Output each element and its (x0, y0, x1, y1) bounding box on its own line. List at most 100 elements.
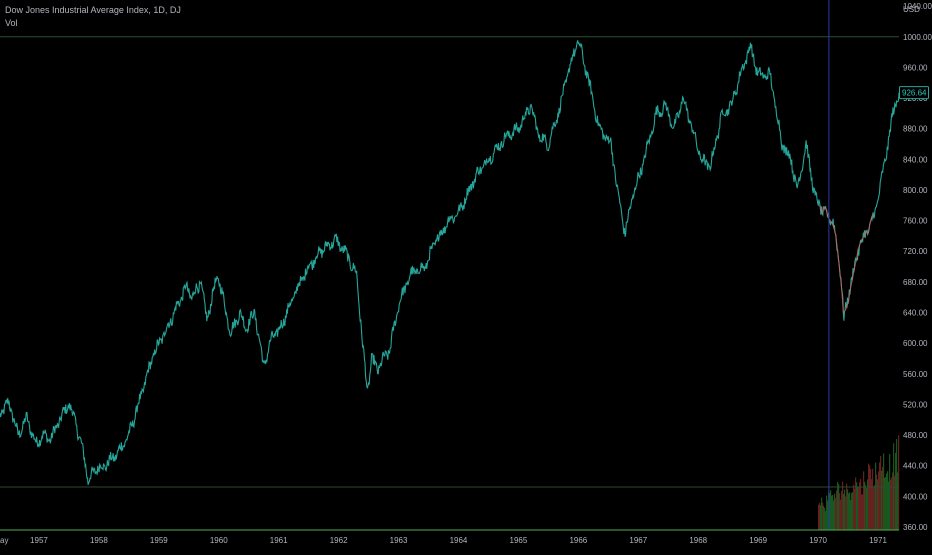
volume-bar (844, 489, 846, 530)
volume-bar (874, 485, 876, 530)
volume-bar (869, 465, 871, 530)
volume-bar (834, 493, 836, 530)
volume-bar (845, 496, 847, 530)
volume-bar (898, 435, 900, 530)
chart-legend: Dow Jones Industrial Average Index, 1D, … (5, 4, 181, 30)
volume-bar (868, 463, 870, 530)
volume-bar (851, 492, 853, 530)
volume-bar (825, 511, 827, 530)
last-price-marker: 926.64 (899, 86, 929, 100)
volume-bar (846, 483, 848, 530)
volume-bar (866, 487, 868, 530)
volume-bar (822, 502, 824, 530)
volume-bar (823, 505, 825, 530)
volume-bar (847, 489, 849, 530)
volume-bar (843, 494, 845, 530)
volume-bar (838, 484, 840, 530)
volume-bar (859, 482, 861, 530)
volume-bar (839, 493, 841, 530)
x-tick-label: ay (0, 536, 8, 545)
volume-indicator-label[interactable]: Vol (5, 18, 18, 28)
volume-bar (879, 462, 881, 530)
volume-bar (871, 479, 873, 530)
volume-bar (865, 484, 867, 530)
volume-bar (883, 453, 885, 530)
volume-bar (890, 479, 892, 530)
volume-bar (862, 494, 864, 530)
volume-bar (897, 472, 899, 530)
x-tick-label: 1971 (869, 536, 887, 545)
x-tick-label: 1970 (809, 536, 827, 545)
volume-bar (854, 488, 856, 530)
volume-bar (849, 492, 851, 530)
y-axis[interactable]: 1040.001000.00960.00920.00880.00840.0080… (903, 2, 932, 532)
x-axis[interactable]: ay 1957 1958 1959 1960 1961 1962 1963 1964 1965 19… (0, 536, 887, 545)
volume-bar (837, 482, 839, 530)
x-tick-label: 1961 (270, 536, 288, 545)
x-tick-label: 1958 (90, 536, 108, 545)
last-price-label: 926.64 (902, 89, 927, 98)
y-tick-label: 800.00 (903, 186, 928, 195)
volume-bar (870, 469, 872, 530)
x-tick-label: 1959 (150, 536, 168, 545)
volume-bar (886, 473, 888, 530)
volume-bar (832, 495, 834, 530)
volume-bar (860, 479, 862, 530)
volume-bar (896, 439, 898, 530)
volume-bar (850, 499, 852, 530)
volume-bar (895, 452, 897, 530)
volume-bar (875, 462, 877, 530)
volume-bar (819, 502, 821, 530)
volume-bar (878, 471, 880, 530)
y-tick-label: 880.00 (903, 125, 928, 134)
y-tick-label: 440.00 (903, 462, 928, 471)
y-tick-label: 760.00 (903, 217, 928, 226)
y-tick-label: 720.00 (903, 247, 928, 256)
volume-bar (826, 495, 828, 530)
volume-bar (836, 490, 838, 530)
volume-bar (887, 471, 889, 530)
volume-bar (889, 454, 891, 530)
symbol-title[interactable]: Dow Jones Industrial Average Index, 1D, … (5, 5, 181, 15)
x-tick-label: 1968 (689, 536, 707, 545)
x-tick-label: 1963 (390, 536, 408, 545)
y-tick-label: 600.00 (903, 339, 928, 348)
volume-bar (831, 495, 833, 530)
y-tick-label: 640.00 (903, 308, 928, 317)
currency-label: USD (903, 5, 920, 14)
x-tick-label: 1964 (450, 536, 468, 545)
price-series-down-segment (818, 205, 874, 314)
volume-bar (821, 497, 823, 530)
volume-bar (891, 477, 893, 530)
y-tick-label: 960.00 (903, 63, 928, 72)
x-tick-label: 1965 (510, 536, 528, 545)
x-tick-label: 1967 (629, 536, 647, 545)
volume-bar (864, 481, 866, 530)
volume-bar (894, 475, 896, 530)
x-tick-label: 1960 (210, 536, 228, 545)
volume-bar (857, 487, 859, 530)
volume-bar (827, 500, 829, 530)
volume-bar (830, 490, 832, 530)
y-tick-label: 1000.00 (903, 33, 932, 42)
volume-bar (872, 468, 874, 530)
volume-bar (853, 484, 855, 530)
y-tick-label: 560.00 (903, 370, 928, 379)
price-series-line (0, 40, 900, 485)
volume-bar (841, 490, 843, 530)
y-tick-label: 1040.00 (903, 2, 932, 11)
volume-bars (818, 435, 900, 530)
volume-bar (824, 508, 826, 530)
y-tick-label: 360.00 (903, 523, 928, 532)
volume-bar (863, 471, 865, 530)
volume-bar (856, 482, 858, 530)
volume-bar (842, 481, 844, 530)
x-tick-label: 1957 (30, 536, 48, 545)
volume-bar (880, 455, 882, 530)
volume-bar (877, 479, 879, 530)
volume-bar (829, 493, 831, 530)
volume-bar (840, 499, 842, 530)
volume-bar (852, 492, 854, 530)
